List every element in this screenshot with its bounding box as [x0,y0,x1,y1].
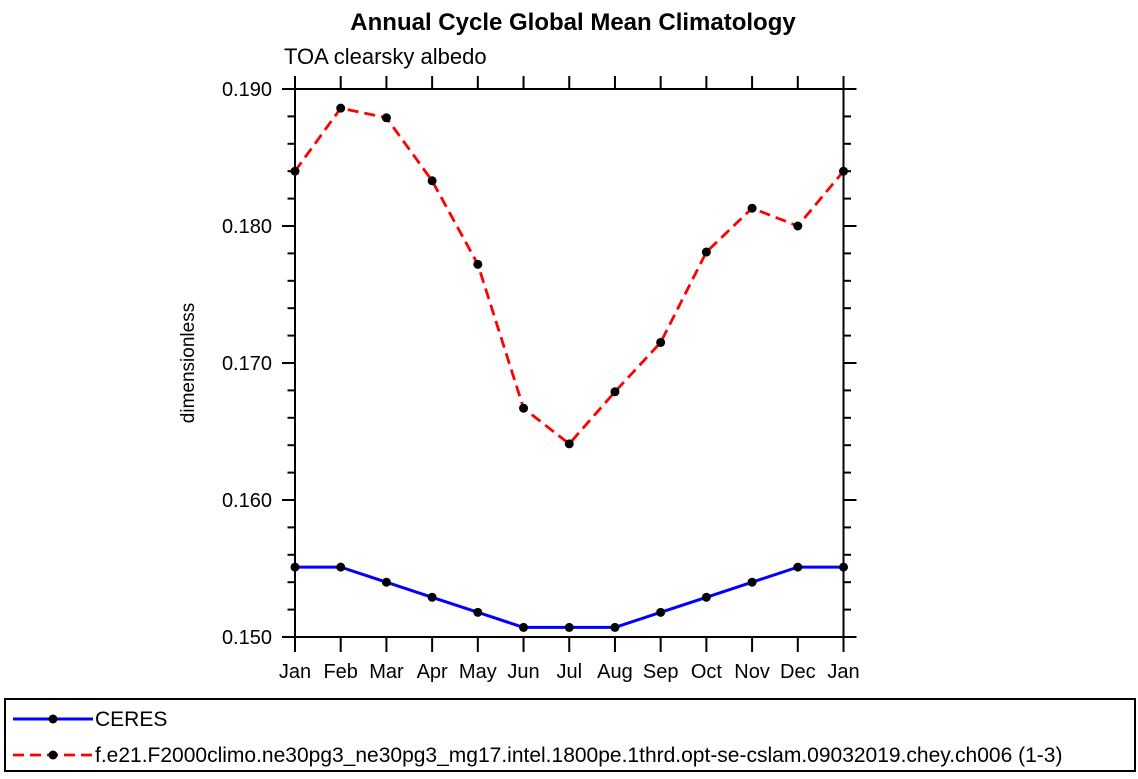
series-lines [293,106,845,629]
legend-box: CERES f.e21.F2000climo.ne30pg3_ne30pg3_m… [4,698,1136,772]
svg-text:Dec: Dec [780,661,816,683]
svg-text:Jul: Jul [556,661,582,683]
svg-text:May: May [459,661,497,683]
y-tick-labels: 0.150 0.160 0.170 0.180 0.190 [222,79,272,649]
svg-text:Jan: Jan [827,661,859,683]
annual-cycle-chart: Annual Cycle Global Mean Climatology TOA… [178,9,860,683]
svg-text:0.150: 0.150 [222,627,272,649]
svg-text:Jan: Jan [279,661,311,683]
svg-text:Oct: Oct [691,661,723,683]
axis-ticks [282,76,857,652]
svg-text:0.170: 0.170 [222,353,272,375]
legend-label-model: f.e21.F2000climo.ne30pg3_ne30pg3_mg17.in… [95,743,1063,767]
ceres-line-sample-icon [13,714,93,724]
legend-item-model: f.e21.F2000climo.ne30pg3_ne30pg3_mg17.in… [12,744,1062,766]
chart-subtitle: TOA clearsky albedo [284,44,487,69]
svg-text:Aug: Aug [597,661,633,683]
legend-item-ceres: CERES [12,708,167,730]
data-point-markers [290,103,848,632]
model-line-sample-icon [13,750,93,760]
svg-text:0.190: 0.190 [222,79,272,101]
y-axis-label: dimensionless [178,303,199,423]
x-tick-labels: Jan Feb Mar Apr May Jun Jul Aug Sep Oct Nov Dec Jan [279,661,860,683]
chart-title: Annual Cycle Global Mean Climatology [350,9,796,36]
svg-text:Feb: Feb [323,661,357,683]
svg-text:Nov: Nov [734,661,770,683]
plot-frame [294,88,845,638]
svg-text:Sep: Sep [643,661,679,683]
legend-label-ceres: CERES [95,707,168,731]
svg-text:Jun: Jun [507,661,539,683]
svg-text:Apr: Apr [417,661,448,683]
svg-text:Mar: Mar [369,661,404,683]
svg-text:0.160: 0.160 [222,490,272,512]
svg-text:0.180: 0.180 [222,216,272,238]
